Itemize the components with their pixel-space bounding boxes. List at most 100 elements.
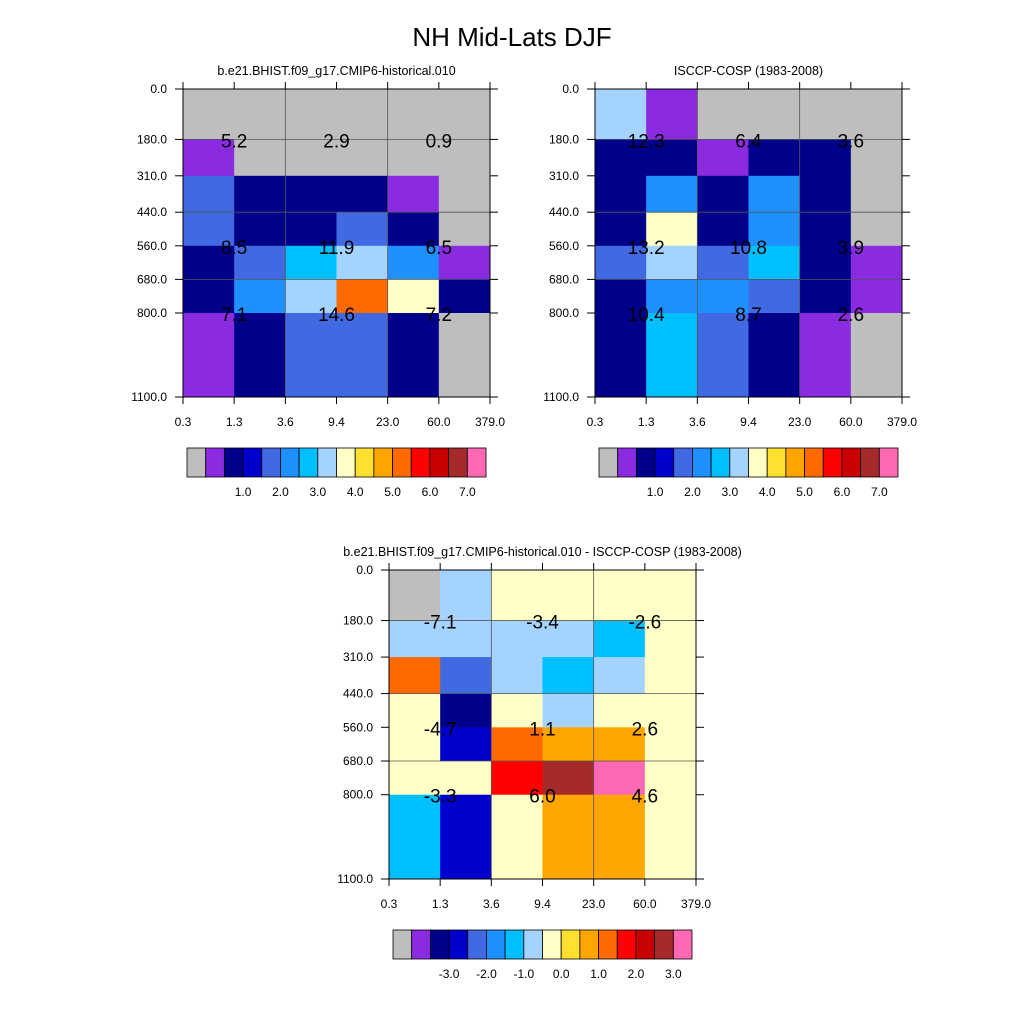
colorbar-label: 2.0 [628,967,645,981]
x-tick-label: 1.3 [638,415,655,429]
colorbar-label: 1.0 [235,485,252,499]
heatmap-cell [389,657,441,695]
colorbar-swatch [242,447,263,478]
heatmap-cell [285,313,337,398]
x-tick-label: 1.3 [226,415,243,429]
heatmap-cell [387,139,440,177]
colorbar-swatch [411,929,431,960]
heatmap-cell [336,175,389,213]
heatmap-cell [491,693,543,728]
colorbar-swatch [635,929,656,960]
colorbar-label: 5.0 [384,485,401,499]
heatmap-cell [595,245,647,280]
heatmap-cell [336,245,389,280]
y-tick-label: 680.0 [137,272,167,286]
panel-title: b.e21.BHIST.f09_g17.CMIP6-historical.010… [343,545,742,559]
group-value-label: 12.3 [628,131,665,152]
heatmap-cell [542,570,595,622]
heatmap-cell [595,212,647,247]
y-tick-label: 680.0 [343,754,373,768]
colorbar-swatch [878,447,899,478]
heatmap-cell [748,212,801,247]
colorbar-swatch [692,447,712,478]
group-value-label: 7.2 [426,305,452,326]
heatmap-cell [491,657,543,695]
x-tick-label: 23.0 [582,897,606,911]
colorbar-label: 4.0 [759,485,776,499]
heatmap-cell [183,139,235,177]
colorbar: 1.0 2.0 3.0 4.0 5.0 6.0 7.0 [186,447,487,499]
group-value-label: 6.0 [529,787,555,808]
heatmap-cell [593,570,646,622]
group-value-label: 3.6 [838,131,864,152]
colorbar-label: 7.0 [459,485,476,499]
heatmap-cell [697,175,749,213]
heatmap-cell [799,89,852,140]
colorbar-label: 7.0 [871,485,888,499]
heatmap-cell [336,212,389,247]
heatmap-cell [697,279,749,314]
x-tick-label: 9.4 [328,415,345,429]
heatmap-cell [542,693,595,728]
x-tick-label: 60.0 [839,415,863,429]
colorbar-label: 3.0 [309,485,326,499]
colorbar-swatch [598,929,618,960]
heatmap-cell [389,693,441,728]
colorbar-swatch [654,929,674,960]
heatmap-cell [285,245,337,280]
colorbar-swatch [673,447,693,478]
group-value-label: 3.9 [838,238,864,259]
heatmap-cell [387,175,440,213]
heatmap-cell [593,620,646,658]
colorbar-label: -2.0 [476,967,497,981]
x-tick-label: 1.3 [432,897,449,911]
colorbar-label: 5.0 [796,485,813,499]
heatmap-cell [183,175,235,213]
heatmap-cell [593,657,646,695]
heatmap-cell [748,175,801,213]
y-tick-label: 440.0 [343,687,373,701]
heatmap-cell [285,212,337,247]
colorbar-label: 3.0 [665,967,682,981]
colorbar-swatch [448,447,468,478]
colorbar-swatch [336,447,356,478]
heatmap-cell [644,727,697,762]
colorbar-swatch [373,447,393,478]
heatmap-cell [799,139,852,177]
heatmap-cell [542,657,595,695]
heatmap-cell [438,313,491,398]
x-tick-label: 0.3 [381,897,398,911]
colorbar-swatch [467,929,487,960]
y-tick-label: 180.0 [549,132,579,146]
heatmap-cell [438,279,491,314]
panel-title: b.e21.BHIST.f09_g17.CMIP6-historical.010 [217,64,455,78]
colorbar-label: -3.0 [439,967,460,981]
heatmap-cell [440,727,492,762]
colorbar-swatch [766,447,787,478]
group-value-label: -4.7 [424,719,457,740]
colorbar-label: 1.0 [590,967,607,981]
y-tick-label: 560.0 [549,239,579,253]
colorbar-label: 6.0 [422,485,439,499]
panel-title: ISCCP-COSP (1983-2008) [674,64,823,78]
colorbar-swatch [598,447,619,478]
heatmap-cell [440,761,492,796]
heatmap-cell [646,279,698,314]
heatmap-cell [336,139,389,177]
heatmap-cell [542,620,595,658]
colorbar-swatch [654,447,675,478]
y-tick-label: 560.0 [343,720,373,734]
group-value-label: -3.3 [424,787,457,808]
y-tick-label: 0.0 [356,563,373,577]
heatmap-cell [850,89,903,140]
heatmap-cell [697,139,749,177]
group-value-label: 2.6 [838,305,864,326]
heatmap-cell [440,570,492,622]
colorbar-swatch [317,447,337,478]
figure-title: NH Mid-Lats DJF [412,22,611,52]
colorbar-swatch [860,447,880,478]
heatmap-cell [387,279,440,314]
y-tick-label: 310.0 [549,169,579,183]
colorbar-label: 1.0 [647,485,664,499]
heatmap-cell [595,279,647,314]
